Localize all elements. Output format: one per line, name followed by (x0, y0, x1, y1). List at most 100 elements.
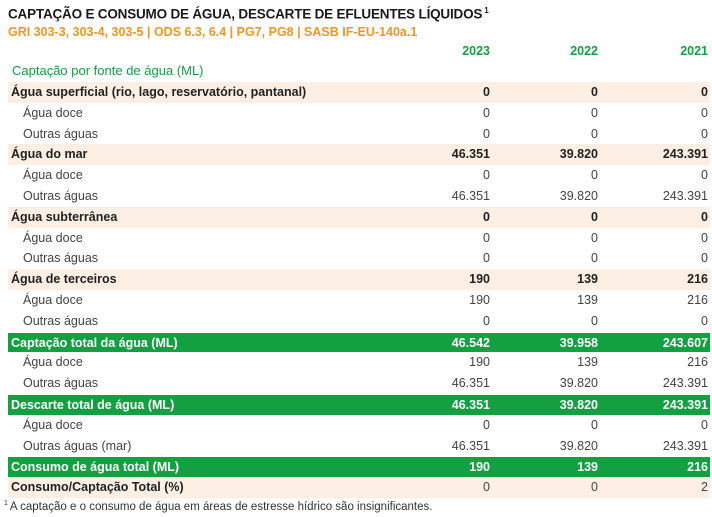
cell-2022: 39.958 (559, 335, 598, 350)
row-label: Descarte total de água (ML) (11, 397, 175, 412)
cell-2021: 243.391 (662, 376, 708, 391)
cell-2021: 0 (701, 105, 708, 120)
cell-2021: 243.391 (662, 188, 708, 203)
cell-2022: 0 (591, 313, 598, 328)
cell-2021: 216 (687, 355, 708, 370)
cell-2021: 243.391 (662, 438, 708, 453)
category-row: Água superficial (rio, lago, reservatóri… (8, 82, 710, 103)
cell-2022: 39.820 (559, 438, 598, 453)
title-text: CAPTAÇÃO E CONSUMO DE ÁGUA, DESCARTE DE … (8, 6, 483, 22)
standards-reference: GRI 303-3, 303-4, 303-5 | ODS 6.3, 6.4 |… (8, 25, 418, 39)
row-label: Outras águas (23, 188, 99, 203)
table-row: Água doce 0 0 0 (8, 415, 710, 436)
cell-2021: 0 (701, 251, 708, 266)
cell-2023: 190 (469, 460, 490, 475)
row-label: Água doce (23, 168, 83, 183)
cell-2021: 243.391 (662, 147, 708, 162)
category-row: Água do mar 46.351 39.820 243.391 (8, 144, 710, 166)
page-title: CAPTAÇÃO E CONSUMO DE ÁGUA, DESCARTE DE … (8, 6, 489, 22)
cell-2022: 139 (577, 460, 598, 475)
cell-2023: 46.542 (451, 335, 490, 350)
total-row: Captação total da água (ML) 46.542 39.958 2… (8, 331, 710, 353)
cell-2023: 190 (469, 355, 490, 370)
section-heading: Captação por fonte de água (ML) (12, 63, 204, 78)
water-table: Água superficial (rio, lago, reservatóri… (8, 82, 710, 498)
cell-2021: 0 (701, 168, 708, 183)
cell-2023: 0 (483, 417, 490, 432)
cell-2021: 243.391 (662, 397, 708, 412)
row-label: Consumo de água total (ML) (11, 460, 180, 475)
table-row: Outras águas 0 0 0 (8, 311, 710, 332)
row-label: Água doce (23, 230, 83, 245)
table-row: Outras águas 46.351 39.820 243.391 (8, 373, 710, 394)
cell-2022: 139 (577, 355, 598, 370)
cell-2021: 0 (701, 209, 708, 224)
cell-2021: 243.607 (662, 335, 708, 350)
cell-2022: 0 (591, 85, 598, 99)
footnote-ref: 1 (4, 500, 8, 507)
cell-2023: 0 (483, 209, 490, 224)
cell-2022: 0 (591, 126, 598, 141)
category-row: Água de terceiros 190 139 216 (8, 269, 710, 290)
cell-2023: 0 (483, 480, 490, 495)
row-label: Consumo/Captação Total (%) (11, 480, 184, 495)
cell-2022: 39.820 (559, 188, 598, 203)
cell-2023: 0 (483, 168, 490, 183)
cell-2022: 0 (591, 251, 598, 266)
table-row: Outras águas 0 0 0 (8, 248, 710, 269)
title-footnote-ref: 1 (484, 6, 489, 15)
row-label: Outras águas (mar) (23, 438, 132, 453)
cell-2023: 46.351 (451, 188, 490, 203)
cell-2021: 216 (687, 460, 708, 475)
cell-2023: 46.351 (451, 397, 490, 412)
table-row: Outras águas 46.351 39.820 243.391 (8, 186, 710, 207)
cell-2021: 216 (687, 292, 708, 307)
cell-2022: 0 (591, 105, 598, 120)
table-row: Água doce 190 139 216 (8, 290, 710, 311)
cell-2022: 0 (591, 230, 598, 245)
cell-2022: 0 (591, 480, 598, 495)
row-label: Água de terceiros (11, 272, 117, 287)
cell-2021: 2 (701, 480, 708, 495)
year-header-2023: 2023 (462, 44, 490, 58)
cell-2023: 46.351 (451, 376, 490, 391)
year-header-2021: 2021 (680, 44, 708, 58)
cell-2022: 0 (591, 209, 598, 224)
cell-2023: 0 (483, 85, 490, 99)
table-row: Água doce 0 0 0 (8, 103, 710, 124)
category-row: Água subterrânea 0 0 0 (8, 206, 710, 228)
row-label: Água doce (23, 417, 83, 432)
table-row: Outras águas (mar) 46.351 39.820 243.391 (8, 436, 710, 457)
row-label: Água doce (23, 355, 83, 370)
cell-2022: 0 (591, 417, 598, 432)
cell-2021: 0 (701, 313, 708, 328)
table-row: Água doce 190 139 216 (8, 352, 710, 373)
table-row: Consumo/Captação Total (%) 0 0 2 (8, 477, 710, 498)
row-label: Água do mar (11, 147, 88, 162)
cell-2021: 0 (701, 126, 708, 141)
table-row: Água doce 0 0 0 (8, 165, 710, 186)
row-label: Água doce (23, 105, 83, 120)
cell-2022: 39.820 (559, 376, 598, 391)
cell-2022: 0 (591, 168, 598, 183)
year-header-row: 2023 2022 2021 (8, 44, 710, 62)
row-label: Outras águas (23, 313, 99, 328)
cell-2023: 0 (483, 105, 490, 120)
row-label: Água subterrânea (11, 209, 118, 224)
cell-2023: 190 (469, 272, 490, 287)
cell-2022: 139 (577, 272, 598, 287)
cell-2021: 0 (701, 417, 708, 432)
cell-2023: 190 (469, 292, 490, 307)
cell-2023: 0 (483, 126, 490, 141)
year-header-2022: 2022 (570, 44, 598, 58)
row-label: Captação total da água (ML) (11, 335, 178, 350)
row-label: Água doce (23, 292, 83, 307)
row-label: Outras águas (23, 126, 99, 141)
cell-2023: 0 (483, 251, 490, 266)
row-label: Água superficial (rio, lago, reservatóri… (11, 85, 307, 99)
table-row: Água doce 0 0 0 (8, 228, 710, 249)
cell-2022: 139 (577, 292, 598, 307)
cell-2022: 39.820 (559, 147, 598, 162)
cell-2023: 46.351 (451, 438, 490, 453)
